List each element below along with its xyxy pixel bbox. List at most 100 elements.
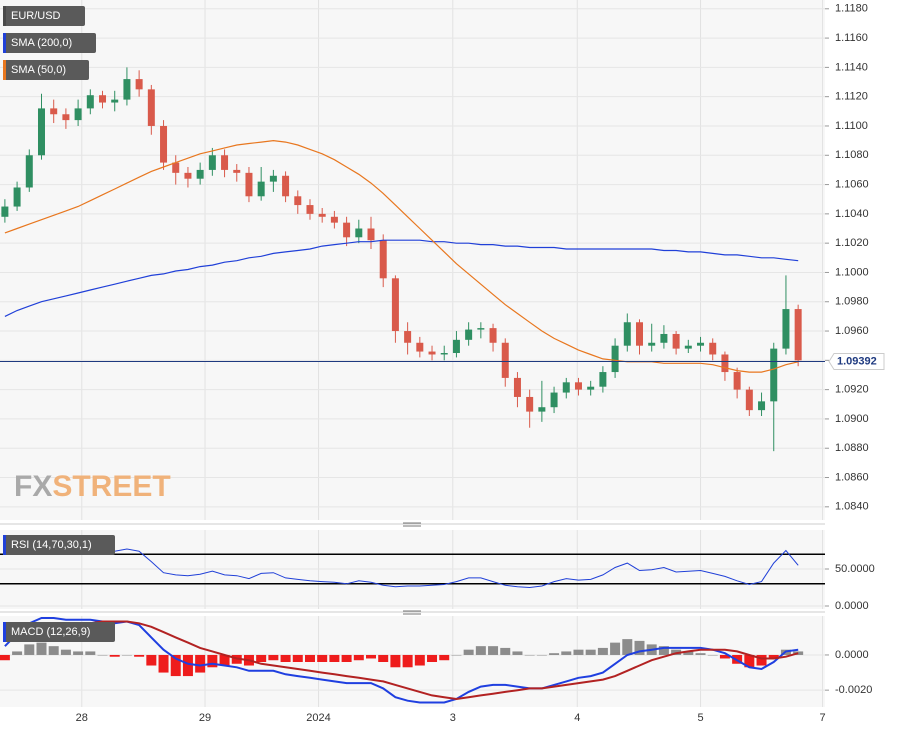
x-tick-label: 2024 xyxy=(306,712,330,724)
candle-body xyxy=(404,331,412,343)
macd-histogram-bar xyxy=(451,654,462,656)
macd-histogram-bar xyxy=(0,654,10,661)
legend-box xyxy=(3,60,89,80)
legend-swatch xyxy=(3,6,6,26)
macd-histogram-bar xyxy=(427,654,438,662)
macd-histogram-bar xyxy=(48,646,59,655)
candle-body xyxy=(257,181,265,197)
macd-histogram-bar xyxy=(524,654,535,656)
y-tick-label: 1.1160 xyxy=(835,32,868,44)
candle-body xyxy=(697,342,705,346)
candle-body xyxy=(635,322,643,346)
macd-histogram-bar xyxy=(304,654,315,662)
macd-line xyxy=(4,620,799,701)
macd-histogram-bar xyxy=(488,646,499,655)
macd-histogram-bar xyxy=(146,654,157,666)
candle-body xyxy=(513,377,521,397)
y-tick-label: 1.0920 xyxy=(835,384,869,396)
last-price-label: 1.09392 xyxy=(837,355,877,367)
candle-body xyxy=(770,348,778,402)
candle-body xyxy=(428,351,436,355)
candle-body xyxy=(1,206,9,217)
candle-body xyxy=(318,213,326,217)
macd-histogram-bar xyxy=(170,654,181,677)
y-tick-label: 0.0000 xyxy=(835,649,869,661)
macd-histogram-bar xyxy=(219,654,230,666)
macd-histogram-bar xyxy=(573,649,584,655)
resize-handle[interactable] xyxy=(403,522,421,527)
legend-swatch xyxy=(3,60,6,80)
macd-histogram-bar xyxy=(768,654,779,659)
macd-histogram-bar xyxy=(97,654,108,656)
macd-histogram-bar xyxy=(121,654,132,656)
candle-body xyxy=(135,79,143,90)
macd-histogram-bar xyxy=(439,654,450,661)
x-tick-label: 3 xyxy=(450,712,456,724)
y-tick-label: 1.1060 xyxy=(835,178,869,190)
candle-body xyxy=(147,89,155,126)
macd-histogram-bar xyxy=(329,654,340,662)
macd-title: MACD (12,26,9) xyxy=(11,626,90,638)
candle-body xyxy=(416,342,424,352)
candle-body xyxy=(99,95,107,103)
macd-histogram-bar xyxy=(695,653,706,655)
last-price-pointer xyxy=(828,353,885,371)
candle-body xyxy=(477,328,485,330)
y-tick-label: 1.1040 xyxy=(835,208,869,220)
sma-line xyxy=(4,239,799,317)
macd-histogram-bar xyxy=(402,654,413,668)
rsi-line xyxy=(4,546,799,589)
candle-body xyxy=(294,196,302,206)
y-tick-label: 1.1100 xyxy=(835,120,868,132)
candle-body xyxy=(367,228,375,241)
macd-histogram-bar xyxy=(597,647,608,655)
resize-handle[interactable] xyxy=(403,610,421,615)
macd-histogram-bar xyxy=(561,651,572,655)
candle-body xyxy=(172,162,180,173)
macd-histogram-bar xyxy=(744,654,755,668)
x-tick-label: 5 xyxy=(697,712,703,724)
candle-body xyxy=(245,172,253,197)
candle-body xyxy=(672,333,680,349)
macd-histogram-bar xyxy=(85,651,96,655)
macd-histogram-bar xyxy=(707,654,718,656)
legend-swatch xyxy=(3,622,6,642)
macd-histogram-bar xyxy=(280,654,291,662)
macd-histogram-bar xyxy=(36,642,47,655)
candle-body xyxy=(391,278,399,332)
candle-body xyxy=(269,175,277,182)
macd-histogram-bar xyxy=(683,651,694,655)
candle-body xyxy=(587,386,595,390)
candle-body xyxy=(794,309,802,361)
x-tick-label: 29 xyxy=(199,712,211,724)
macd-histogram-bar xyxy=(341,654,352,662)
y-tick-label: 1.0980 xyxy=(835,296,869,308)
candle-body xyxy=(37,108,45,156)
candle-body xyxy=(538,407,546,412)
candle-body xyxy=(758,401,766,411)
y-tick-label: 1.0880 xyxy=(835,442,869,454)
candle-body xyxy=(611,345,619,373)
macd-histogram-bar xyxy=(378,654,389,662)
candle-body xyxy=(550,392,558,408)
candle-body xyxy=(282,175,290,197)
y-tick-label: 1.0860 xyxy=(835,471,869,483)
macd-histogram-bar xyxy=(109,654,120,657)
candle-body xyxy=(123,79,131,100)
candle-body xyxy=(465,329,473,340)
candle-body xyxy=(379,240,387,279)
legend-label: EUR/USD xyxy=(11,10,61,22)
macd-histogram-bar xyxy=(390,654,401,668)
macd-histogram-bar xyxy=(463,649,474,655)
macd-histogram-bar xyxy=(24,644,35,655)
macd-histogram-bar xyxy=(622,639,633,655)
macd-histogram-bar xyxy=(585,649,596,655)
candle-body xyxy=(13,187,21,207)
candle-body xyxy=(343,222,351,238)
candle-body xyxy=(489,328,497,343)
macd-histogram-bar xyxy=(634,640,645,655)
macd-histogram-bar xyxy=(12,651,23,655)
macd-histogram-bar xyxy=(158,654,169,673)
x-tick-label: 28 xyxy=(76,712,88,724)
